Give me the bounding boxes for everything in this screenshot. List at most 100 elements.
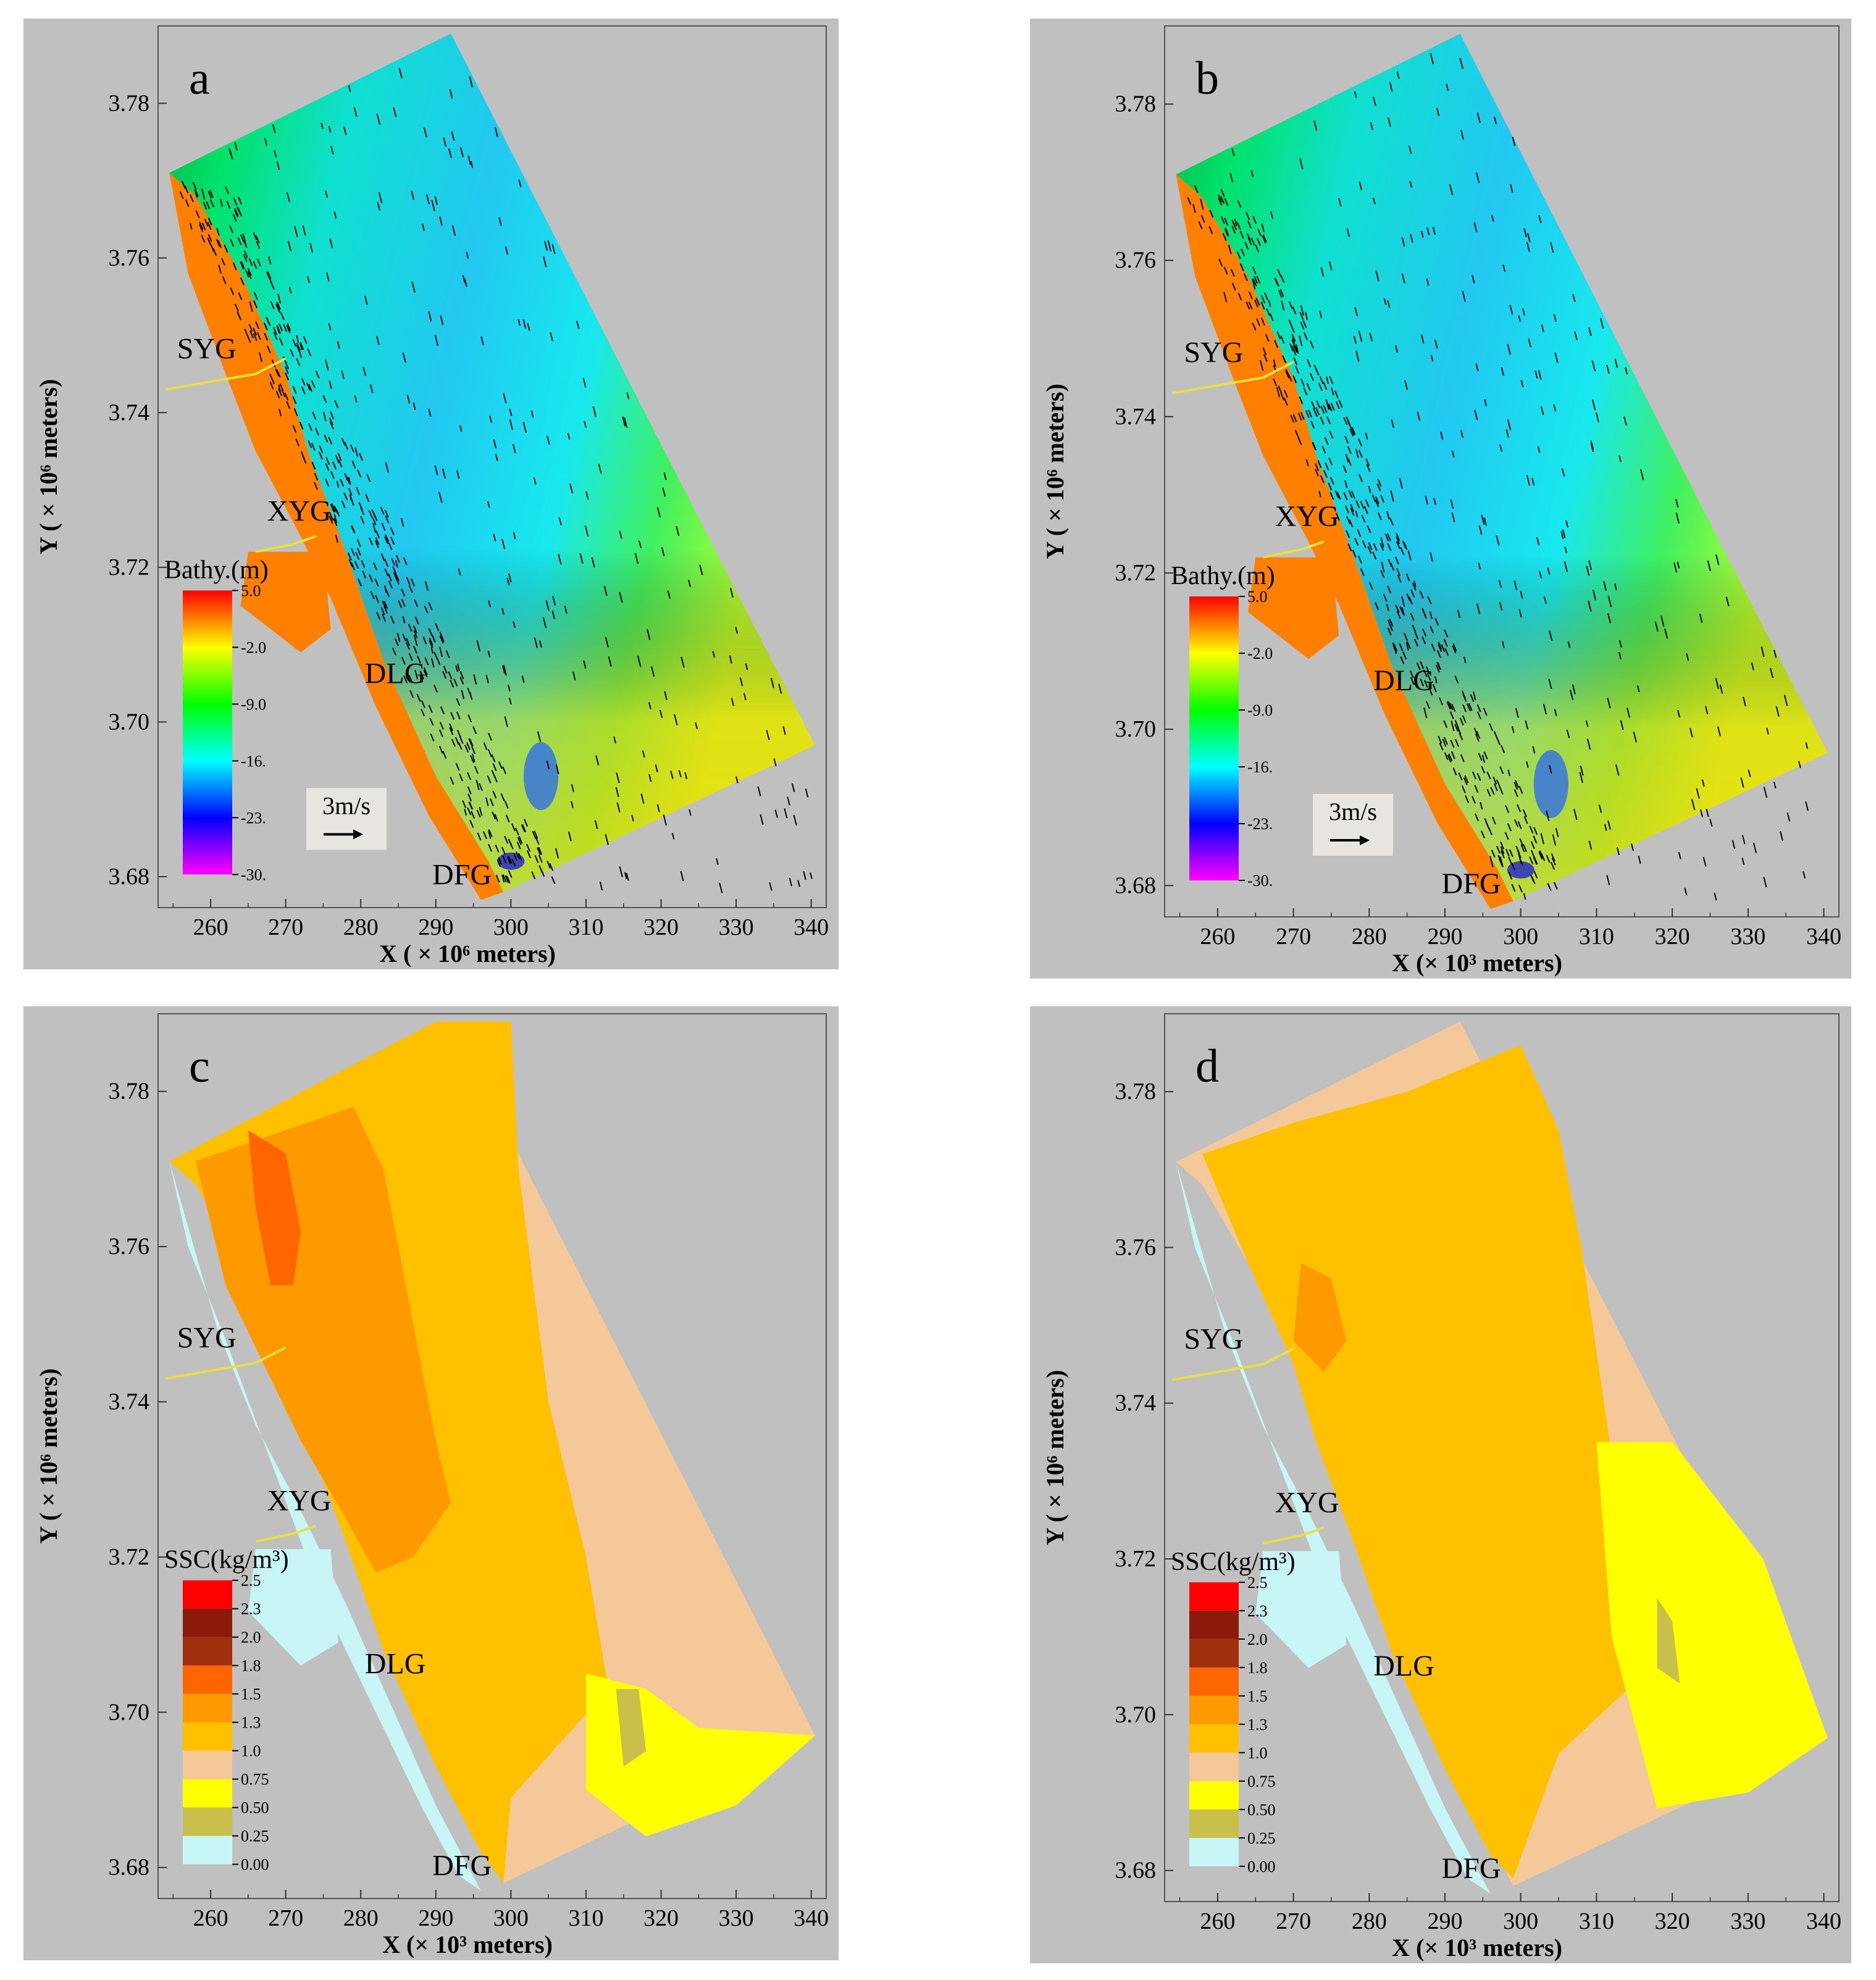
velocity-vector bbox=[1686, 653, 1690, 661]
velocity-vector bbox=[431, 634, 436, 643]
velocity-vector bbox=[1518, 609, 1522, 618]
velocity-vector bbox=[255, 235, 260, 244]
x-tick-label: 300 bbox=[1503, 924, 1538, 950]
velocity-vector bbox=[461, 690, 465, 700]
velocity-vector bbox=[355, 551, 360, 560]
velocity-vector bbox=[508, 685, 511, 691]
velocity-vector bbox=[1360, 568, 1365, 577]
x-tick-label: 270 bbox=[1276, 1908, 1311, 1934]
velocity-vector bbox=[1528, 338, 1531, 348]
colorbar-label: -16. bbox=[241, 752, 266, 770]
velocity-vector bbox=[234, 208, 239, 216]
velocity-vector bbox=[1389, 81, 1393, 92]
velocity-vector bbox=[414, 599, 419, 608]
velocity-vector bbox=[467, 807, 472, 816]
river-channel bbox=[1171, 361, 1294, 395]
velocity-vector bbox=[533, 477, 537, 485]
velocity-vector bbox=[1805, 742, 1809, 749]
velocity-vector bbox=[1603, 581, 1607, 591]
velocity-vector bbox=[1396, 568, 1401, 576]
velocity-vector bbox=[356, 548, 361, 556]
velocity-vector bbox=[1218, 194, 1223, 203]
velocity-vector bbox=[1358, 449, 1363, 458]
velocity-vector bbox=[416, 694, 421, 702]
velocity-vector bbox=[256, 241, 261, 249]
velocity-vector bbox=[216, 239, 220, 247]
velocity-vector bbox=[735, 627, 738, 634]
velocity-vector bbox=[1486, 771, 1491, 780]
velocity-vector bbox=[314, 472, 319, 481]
velocity-vector bbox=[787, 796, 790, 806]
velocity-vector bbox=[268, 256, 272, 265]
velocity-vector bbox=[1280, 393, 1285, 401]
velocity-vector bbox=[398, 67, 403, 78]
velocity-vectors bbox=[179, 67, 813, 893]
ssc-legend-label: 1.0 bbox=[241, 1742, 261, 1760]
velocity-vector bbox=[1485, 821, 1490, 830]
velocity-vector bbox=[1252, 278, 1256, 290]
velocity-vector bbox=[1352, 549, 1357, 558]
x-tick-label: 340 bbox=[1806, 924, 1841, 950]
velocity-vector bbox=[382, 614, 387, 622]
velocity-vector bbox=[1783, 695, 1788, 706]
velocity-vector bbox=[1607, 698, 1611, 709]
velocity-vector bbox=[1367, 525, 1371, 533]
velocity-vector bbox=[388, 542, 393, 551]
velocity-vector bbox=[469, 820, 474, 828]
velocity-vector bbox=[216, 228, 220, 236]
velocity-vector bbox=[1328, 457, 1333, 466]
bathymetry-shoal bbox=[169, 33, 815, 892]
velocity-vector bbox=[1491, 850, 1496, 858]
velocity-vector bbox=[451, 131, 455, 141]
velocity-vector bbox=[639, 540, 642, 548]
velocity-vector bbox=[1567, 641, 1571, 648]
velocity-vector bbox=[1223, 291, 1228, 303]
velocity-vector bbox=[224, 244, 228, 253]
velocity-vector bbox=[1403, 541, 1408, 550]
velocity-vector bbox=[1476, 730, 1481, 739]
velocity-vector bbox=[1359, 182, 1362, 191]
velocity-vector bbox=[240, 277, 245, 285]
velocity-vector bbox=[1451, 703, 1456, 712]
velocity-vector bbox=[1554, 352, 1559, 363]
velocity-vector bbox=[1618, 651, 1622, 660]
velocity-vector bbox=[329, 421, 334, 430]
place-label-dfg: DFG bbox=[432, 858, 492, 891]
velocity-vector bbox=[505, 246, 509, 255]
velocity-vector bbox=[255, 321, 260, 330]
velocity-vector bbox=[729, 655, 732, 664]
velocity-vector bbox=[1400, 547, 1405, 556]
velocity-vector bbox=[1315, 469, 1319, 477]
velocity-vector bbox=[1434, 676, 1438, 683]
velocity-vector bbox=[1387, 619, 1392, 628]
ssc-legend-swatch bbox=[1189, 1639, 1239, 1668]
velocity-vector bbox=[491, 754, 496, 762]
velocity-vector bbox=[1533, 827, 1538, 835]
velocity-vector bbox=[238, 196, 242, 205]
velocity-vector bbox=[419, 670, 424, 679]
velocity-vector bbox=[302, 225, 306, 236]
panel-letter: c bbox=[189, 1040, 210, 1092]
velocity-vector bbox=[555, 764, 559, 775]
place-label-syg: SYG bbox=[177, 1322, 237, 1355]
velocity-vector bbox=[1501, 745, 1505, 753]
velocity-vector bbox=[288, 241, 291, 251]
y-tick-label: 3.70 bbox=[1115, 716, 1157, 742]
velocity-vector bbox=[284, 366, 289, 374]
velocity-vector bbox=[1543, 596, 1547, 604]
ssc-legend-label: 1.3 bbox=[241, 1714, 261, 1732]
velocity-vector bbox=[1377, 512, 1382, 520]
velocity-vector bbox=[240, 234, 245, 243]
x-tick-label: 320 bbox=[643, 1905, 679, 1931]
velocity-vector bbox=[678, 770, 682, 778]
velocity-vector bbox=[1345, 454, 1349, 462]
velocity-vector bbox=[1463, 656, 1467, 664]
velocity-vector bbox=[810, 872, 813, 879]
y-tick-label: 3.68 bbox=[1115, 1858, 1157, 1884]
velocity-vector bbox=[757, 786, 761, 796]
velocity-vector bbox=[1546, 854, 1551, 863]
velocity-vector bbox=[1247, 237, 1252, 246]
velocity-vector bbox=[1529, 856, 1534, 865]
velocity-vector bbox=[1303, 387, 1308, 396]
velocity-vector bbox=[1491, 816, 1496, 825]
